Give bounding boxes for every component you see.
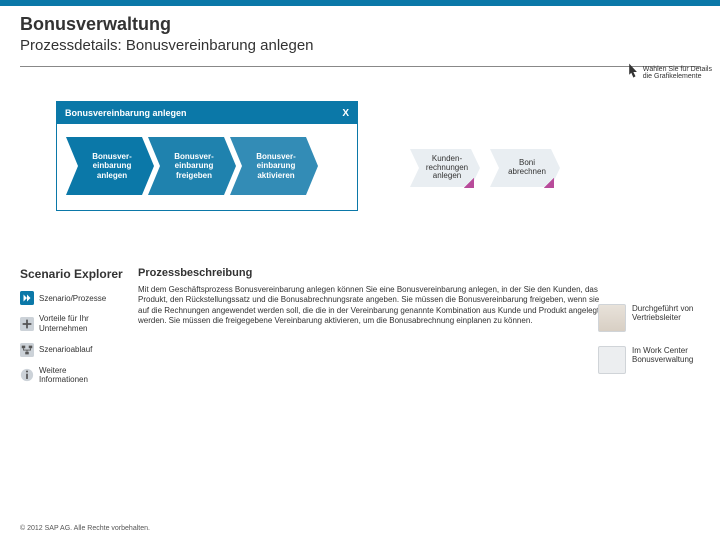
- copyright: © 2012 SAP AG. Alle Rechte vorbehalten.: [20, 525, 150, 532]
- step-label: Bonusver- einbarung freigeben: [164, 152, 224, 180]
- role-label: Durchgeführt von: [632, 304, 693, 313]
- sidebar-item-label: Szenarioablauf: [39, 345, 92, 355]
- sidebar-item-vorteile[interactable]: Vorteile für Ihr Unternehmen: [20, 314, 138, 333]
- step-boni-abrechnen[interactable]: Boni abrechnen: [490, 149, 560, 187]
- sidebar-heading: Scenario Explorer: [20, 267, 138, 281]
- hint-line2: die Grafikelemente: [643, 73, 712, 80]
- sidebar-item-label: Vorteile für Ihr Unternehmen: [39, 314, 89, 333]
- frame-title: Bonusvereinbarung anlegen: [65, 108, 187, 118]
- workcenter-icon: [598, 346, 626, 374]
- process-steps: Bonusver- einbarung anlegen Bonusver- ei…: [66, 137, 312, 195]
- step-label: Boni abrechnen: [504, 159, 550, 177]
- link-indicator-icon: [544, 178, 554, 188]
- meta-column: Durchgeführt von Vertriebsleiter Im Work…: [598, 304, 706, 388]
- wc-label: Im Work Center: [632, 346, 693, 355]
- description-heading: Prozessbeschreibung: [138, 267, 600, 279]
- flow-icon: [20, 343, 34, 357]
- sidebar-item-label: Weitere Informationen: [39, 366, 88, 385]
- follow-up-steps: Kunden- rechnungen anlegen Boni abrechne…: [410, 149, 560, 187]
- header-divider: [20, 66, 700, 67]
- link-indicator-icon: [464, 178, 474, 188]
- page-subtitle: Prozessdetails: Bonusvereinbarung anlege…: [20, 37, 700, 54]
- hint-callout: Wählen Sie für Details die Grafikelement…: [625, 62, 712, 84]
- wc-value: Bonusverwaltung: [632, 355, 693, 364]
- work-center: Im Work Center Bonusverwaltung: [598, 346, 706, 374]
- step-label: Bonusver- einbarung aktivieren: [246, 152, 306, 180]
- scenario-explorer: Scenario Explorer Szenario/Prozesse Vort…: [0, 267, 138, 394]
- plus-icon: [20, 317, 34, 331]
- sidebar-item-weitere[interactable]: Weitere Informationen: [20, 366, 138, 385]
- process-frame-header: Bonusvereinbarung anlegen X: [57, 102, 357, 124]
- step-anlegen[interactable]: Bonusver- einbarung anlegen: [66, 137, 154, 195]
- description-body: Mit dem Geschäftsprozess Bonusvereinbaru…: [138, 285, 600, 327]
- close-icon[interactable]: X: [342, 108, 349, 119]
- step-freigeben[interactable]: Bonusver- einbarung freigeben: [148, 137, 236, 195]
- performed-by: Durchgeführt von Vertriebsleiter: [598, 304, 706, 332]
- info-icon: [20, 368, 34, 382]
- sidebar-item-ablauf[interactable]: Szenarioablauf: [20, 343, 138, 357]
- sidebar-item-label: Szenario/Prozesse: [39, 294, 106, 304]
- step-label: Bonusver- einbarung anlegen: [82, 152, 142, 180]
- forward-icon: [20, 291, 34, 305]
- process-area: Bonusvereinbarung anlegen X Bonusver- ei…: [56, 101, 700, 231]
- hint-line1: Wählen Sie für Details: [643, 66, 712, 73]
- step-kundenrechnungen[interactable]: Kunden- rechnungen anlegen: [410, 149, 480, 187]
- header: Bonusverwaltung Prozessdetails: Bonusver…: [0, 6, 720, 60]
- page-title: Bonusverwaltung: [20, 14, 700, 35]
- role-value: Vertriebsleiter: [632, 313, 693, 322]
- sidebar-item-szenario[interactable]: Szenario/Prozesse: [20, 291, 138, 305]
- person-icon: [598, 304, 626, 332]
- step-aktivieren[interactable]: Bonusver- einbarung aktivieren: [230, 137, 318, 195]
- pointer-icon: [625, 62, 639, 84]
